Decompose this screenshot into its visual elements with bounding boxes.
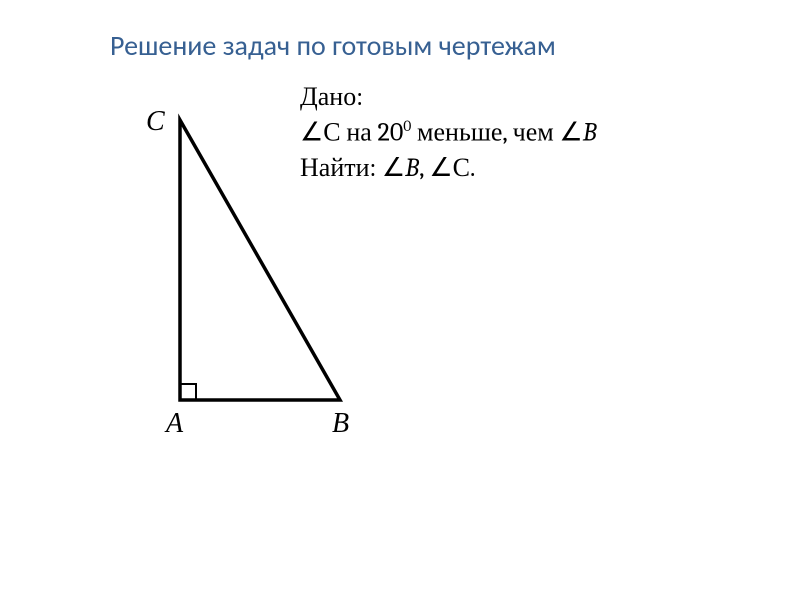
vertex-label-c: C <box>146 106 165 138</box>
find-mid: , ∠С. <box>419 153 475 183</box>
triangle-diagram: A B C <box>140 100 410 440</box>
triangle-shape <box>180 120 340 400</box>
right-angle-marker <box>180 384 196 400</box>
angle-b-ref: B <box>583 118 597 148</box>
vertex-label-b: B <box>332 408 349 440</box>
triangle-svg <box>140 100 410 440</box>
slide-title: Решение задач по готовым чертежам <box>110 28 556 63</box>
vertex-label-a: A <box>166 408 183 440</box>
given-condition-suffix: меньше, чем ∠ <box>411 118 582 148</box>
